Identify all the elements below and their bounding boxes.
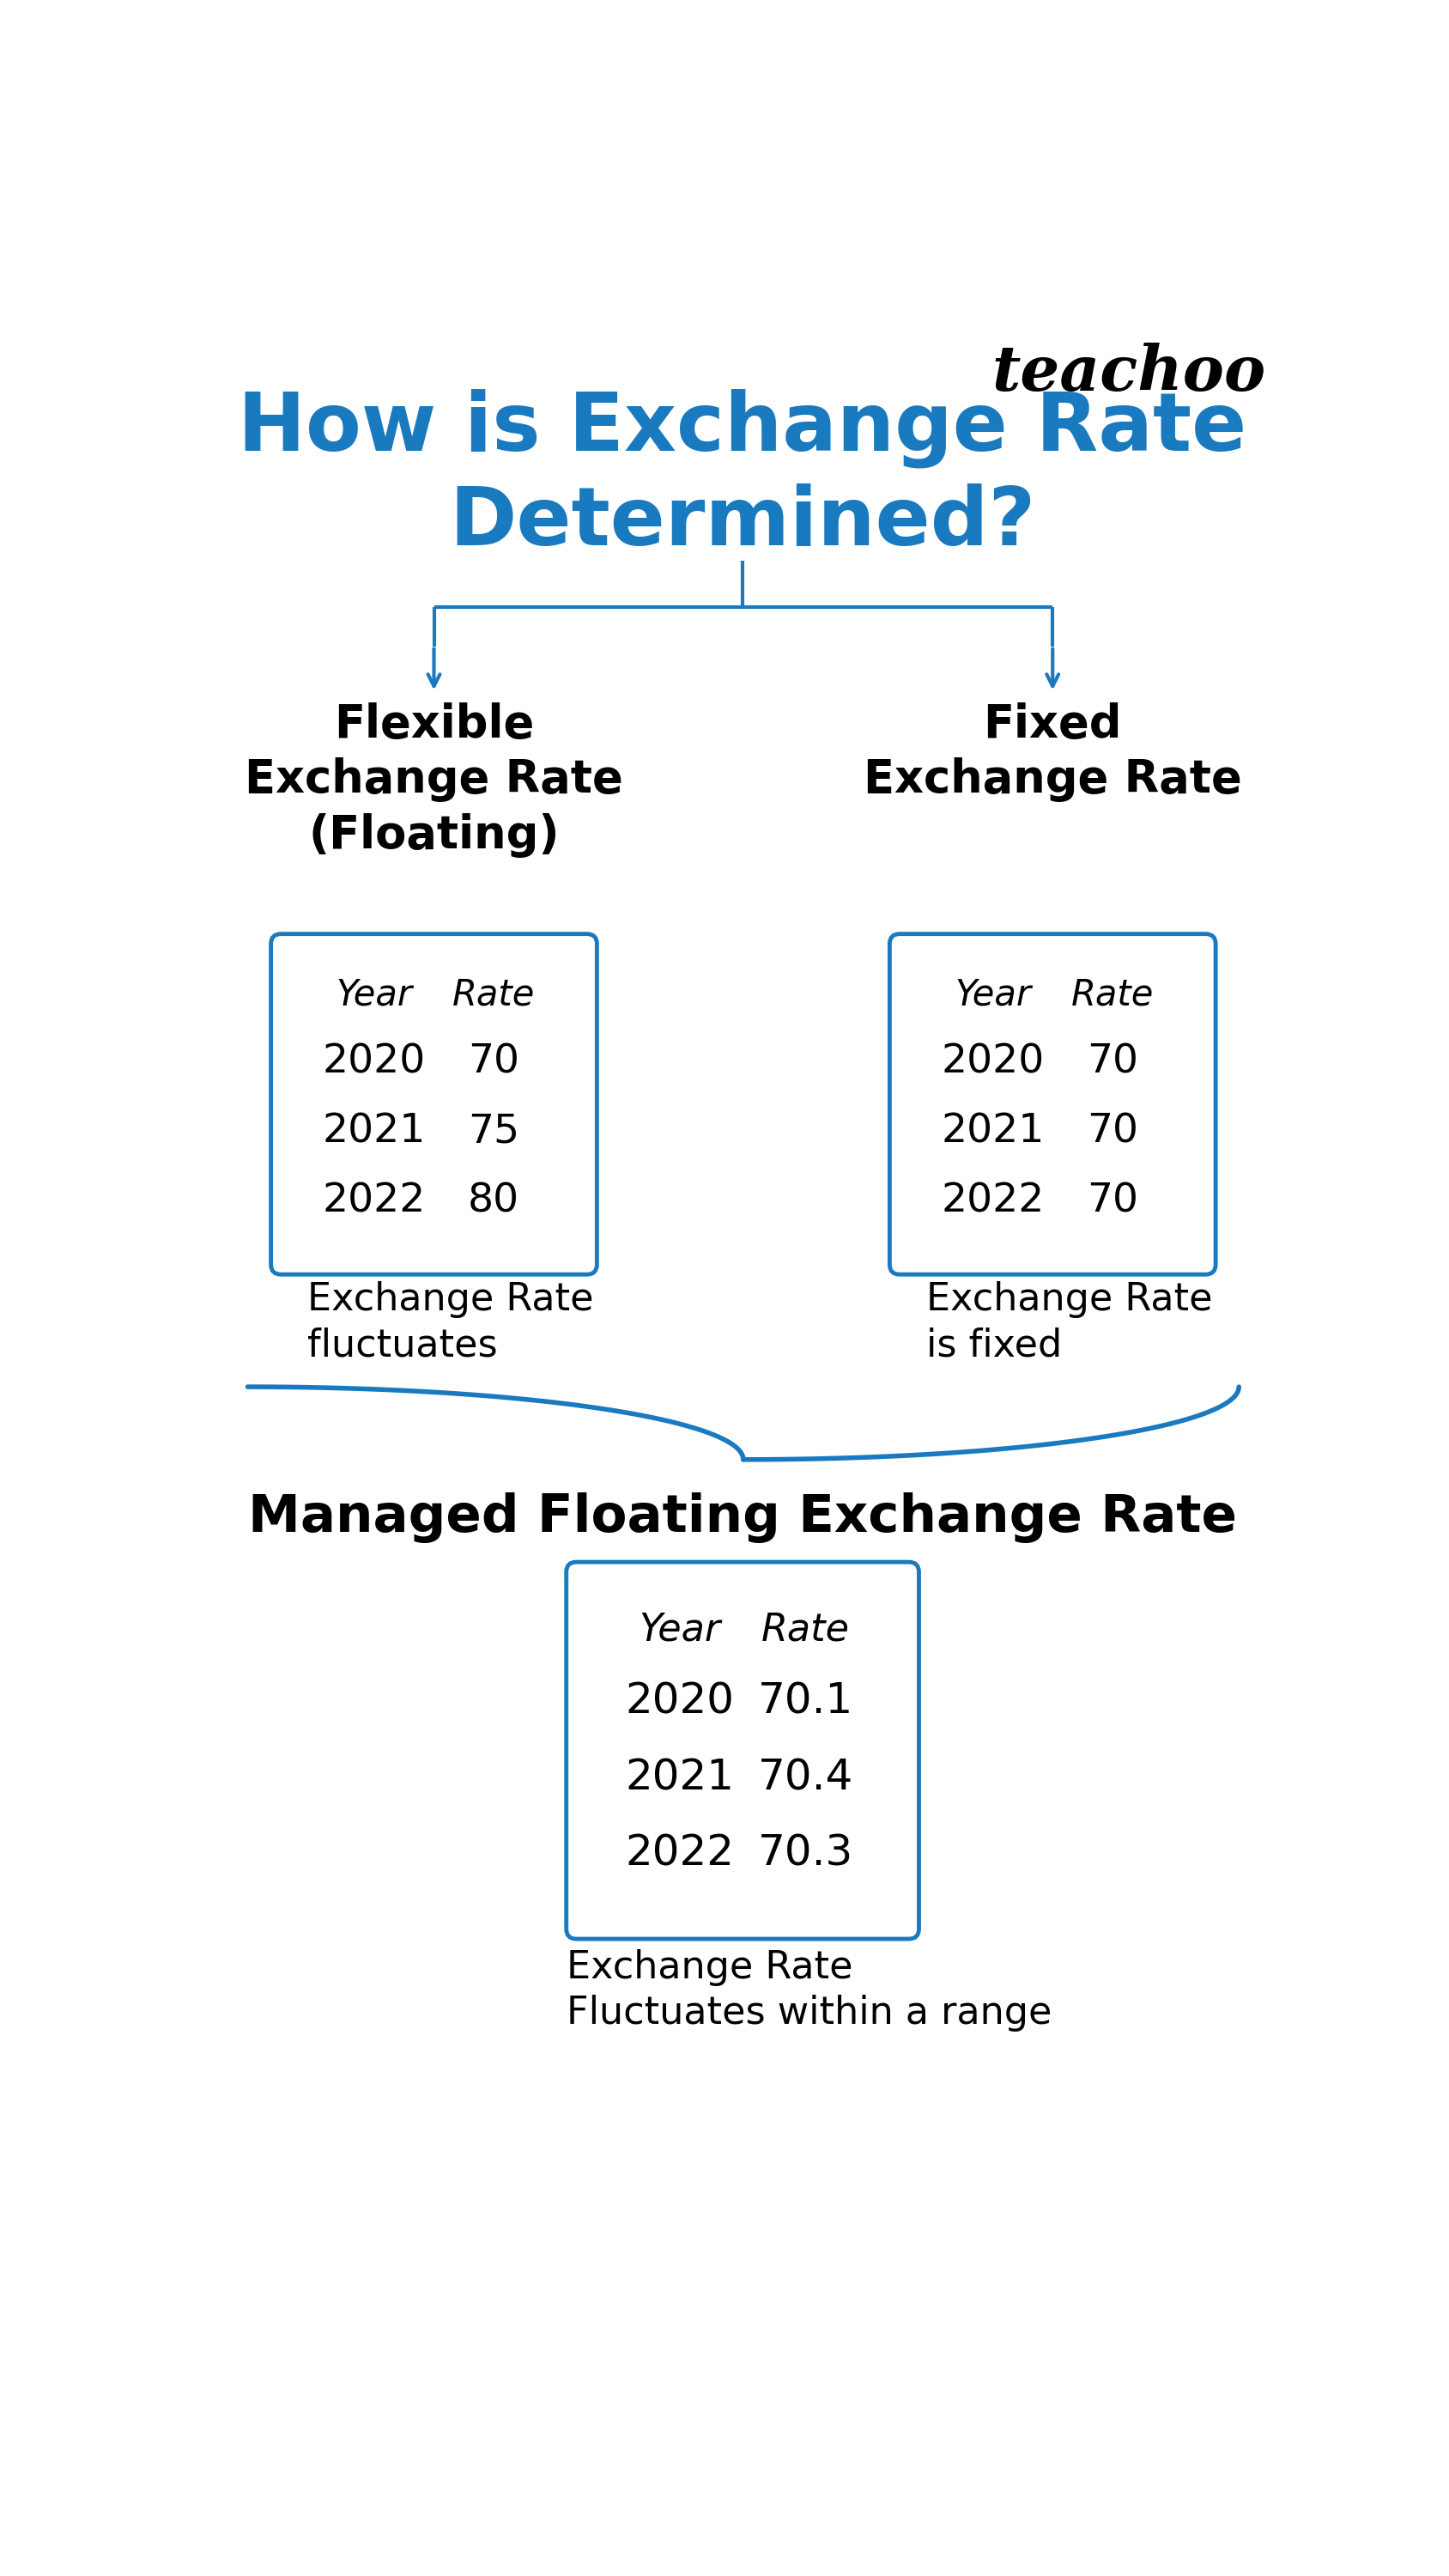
Text: 2021: 2021 xyxy=(322,1113,426,1151)
Text: 70.1: 70.1 xyxy=(758,1682,853,1723)
FancyBboxPatch shape xyxy=(271,935,597,1275)
Text: 2022: 2022 xyxy=(940,1182,1045,1221)
Text: How is Exchange Rate
Determined?: How is Exchange Rate Determined? xyxy=(238,389,1248,562)
Text: 2020: 2020 xyxy=(323,1043,426,1082)
Text: 70.4: 70.4 xyxy=(758,1757,853,1798)
FancyBboxPatch shape xyxy=(567,1561,919,1940)
Text: 2022: 2022 xyxy=(625,1834,735,1875)
Text: 2022: 2022 xyxy=(322,1182,426,1221)
Text: 70: 70 xyxy=(1087,1113,1139,1151)
Text: Year: Year xyxy=(639,1613,720,1649)
Text: Year: Year xyxy=(955,976,1030,1012)
Text: Rate: Rate xyxy=(1071,976,1153,1012)
Text: 70: 70 xyxy=(1087,1182,1139,1221)
Text: 2021: 2021 xyxy=(625,1757,735,1798)
Text: 80: 80 xyxy=(468,1182,520,1221)
Text: 70: 70 xyxy=(1087,1043,1139,1082)
Text: Flexible
Exchange Rate
(Floating): Flexible Exchange Rate (Floating) xyxy=(245,703,623,858)
Text: 2020: 2020 xyxy=(942,1043,1045,1082)
FancyBboxPatch shape xyxy=(890,935,1216,1275)
Text: Rate: Rate xyxy=(762,1613,851,1649)
Text: Managed Floating Exchange Rate: Managed Floating Exchange Rate xyxy=(248,1492,1237,1543)
Text: Exchange Rate
Fluctuates within a range: Exchange Rate Fluctuates within a range xyxy=(567,1950,1052,2032)
Text: Exchange Rate
is fixed: Exchange Rate is fixed xyxy=(926,1280,1213,1363)
Text: 2020: 2020 xyxy=(625,1682,735,1723)
Text: 2021: 2021 xyxy=(940,1113,1045,1151)
Text: 75: 75 xyxy=(468,1113,520,1151)
Text: Exchange Rate
fluctuates: Exchange Rate fluctuates xyxy=(307,1280,594,1363)
Text: 70.3: 70.3 xyxy=(758,1834,853,1875)
Text: Year: Year xyxy=(336,976,413,1012)
Text: teachoo: teachoo xyxy=(991,343,1265,404)
Text: Rate: Rate xyxy=(452,976,535,1012)
Text: 70: 70 xyxy=(468,1043,520,1082)
Text: Fixed
Exchange Rate: Fixed Exchange Rate xyxy=(864,703,1242,801)
